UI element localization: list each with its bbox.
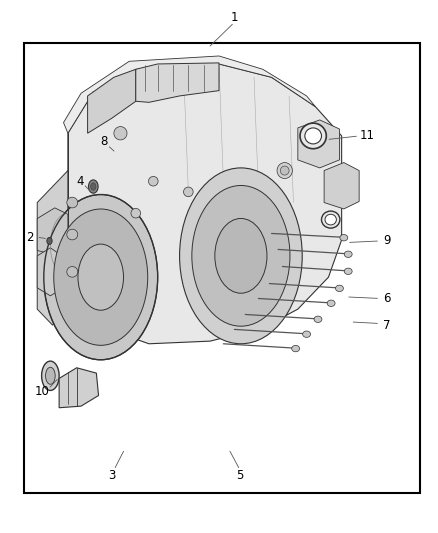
Ellipse shape [344,268,352,274]
Polygon shape [136,63,219,102]
Ellipse shape [114,126,127,140]
Ellipse shape [327,300,335,306]
Ellipse shape [336,285,343,292]
Polygon shape [59,368,99,408]
Polygon shape [37,208,68,255]
Ellipse shape [67,229,78,240]
Ellipse shape [44,195,158,360]
Text: 2: 2 [26,231,34,244]
Ellipse shape [277,163,293,179]
Ellipse shape [67,197,78,208]
Ellipse shape [42,361,59,390]
Text: 7: 7 [383,319,391,332]
Ellipse shape [280,166,289,175]
Ellipse shape [47,238,52,244]
Ellipse shape [91,183,96,190]
Polygon shape [37,171,74,325]
Ellipse shape [148,176,158,186]
Ellipse shape [131,208,141,218]
Ellipse shape [305,128,321,144]
Text: 1: 1 [230,11,238,23]
Polygon shape [88,69,136,133]
Ellipse shape [184,187,193,197]
Ellipse shape [340,235,348,241]
Ellipse shape [300,123,326,149]
Polygon shape [298,120,339,168]
Ellipse shape [78,244,124,310]
Ellipse shape [67,266,78,277]
Text: 6: 6 [383,292,391,305]
Polygon shape [37,248,64,296]
Text: 3: 3 [108,469,115,482]
Ellipse shape [325,214,336,225]
Ellipse shape [192,185,290,326]
Ellipse shape [215,219,267,293]
Text: 9: 9 [383,235,391,247]
Ellipse shape [344,251,352,257]
Ellipse shape [314,316,322,322]
Text: 5: 5 [237,469,244,482]
Ellipse shape [321,211,340,228]
Bar [24,43,420,493]
Ellipse shape [46,367,55,384]
Text: 8: 8 [101,135,108,148]
Ellipse shape [303,331,311,337]
Polygon shape [64,56,315,133]
Text: 4: 4 [76,175,84,188]
Ellipse shape [292,345,300,352]
Ellipse shape [180,168,302,344]
Ellipse shape [54,209,148,345]
Ellipse shape [88,180,98,193]
Text: 11: 11 [360,130,374,142]
Polygon shape [324,163,359,209]
Text: 10: 10 [34,385,49,398]
Polygon shape [68,64,342,344]
